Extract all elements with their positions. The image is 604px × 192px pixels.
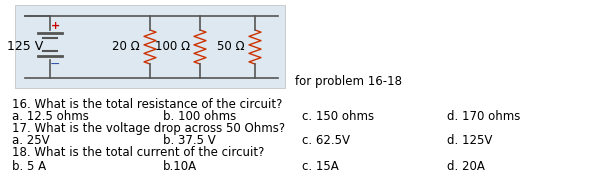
Text: d. 20A: d. 20A [447,160,485,173]
Text: d. 125V: d. 125V [447,134,492,147]
Text: 100 Ω: 100 Ω [155,41,190,54]
Text: 17. What is the voltage drop across 50 Ohms?: 17. What is the voltage drop across 50 O… [12,122,285,135]
Text: 125 V: 125 V [7,41,43,54]
Text: c. 15A: c. 15A [302,160,339,173]
Text: +: + [50,21,60,31]
Text: 20 Ω: 20 Ω [112,41,140,54]
Text: 50 Ω: 50 Ω [217,41,245,54]
Text: for problem 16-18: for problem 16-18 [295,75,402,88]
Bar [15,5,285,88]
Text: 16. What is the total resistance of the circuit?: 16. What is the total resistance of the … [12,98,283,111]
Text: 18. What is the total current of the circuit?: 18. What is the total current of the cir… [12,146,265,159]
Text: b. 100 ohms: b. 100 ohms [163,110,236,123]
Text: b.10A: b.10A [163,160,197,173]
Text: a. 12.5 ohms: a. 12.5 ohms [12,110,89,123]
Text: c. 62.5V: c. 62.5V [302,134,350,147]
Text: c. 150 ohms: c. 150 ohms [302,110,374,123]
Text: d. 170 ohms: d. 170 ohms [447,110,520,123]
Text: b. 5 A: b. 5 A [12,160,46,173]
Text: b. 37.5 V: b. 37.5 V [163,134,216,147]
Text: −: − [50,57,60,70]
Text: a. 25V: a. 25V [12,134,50,147]
